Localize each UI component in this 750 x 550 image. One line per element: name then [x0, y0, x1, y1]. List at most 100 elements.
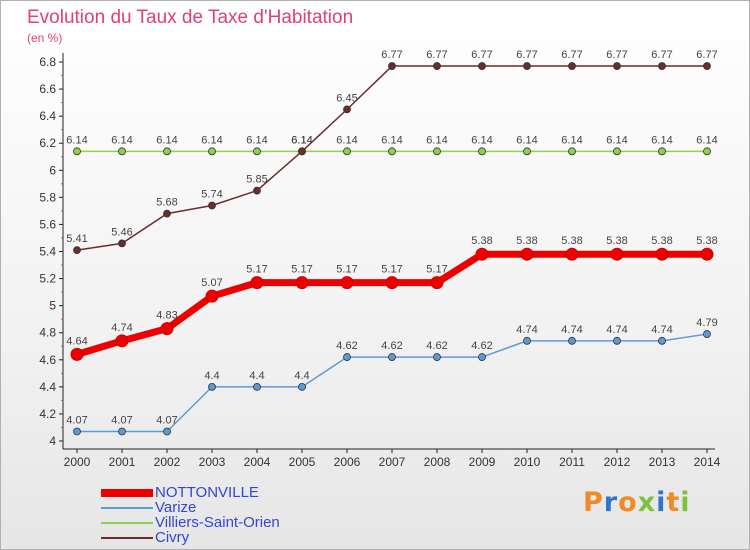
data-point — [610, 247, 624, 261]
data-label: 5.17 — [246, 264, 267, 276]
data-label: 6.77 — [471, 49, 492, 61]
data-label: 6.14 — [66, 134, 87, 146]
y-tick-label: 6.4 — [39, 109, 56, 123]
data-label: 4.62 — [426, 340, 447, 352]
x-tick-label: 2002 — [154, 455, 181, 469]
data-point — [655, 247, 669, 261]
data-label: 5.38 — [471, 235, 492, 247]
data-point — [388, 147, 396, 156]
data-label: 6.14 — [471, 134, 492, 146]
data-point — [478, 62, 486, 70]
x-tick-label: 2005 — [289, 455, 316, 469]
data-label: 4.4 — [294, 370, 309, 382]
x-tick-label: 2009 — [469, 455, 496, 469]
data-point — [568, 62, 576, 70]
proxiti-logo: Proxiti — [583, 487, 691, 518]
data-label: 5.17 — [381, 264, 402, 276]
data-label: 6.77 — [516, 49, 537, 61]
data-label: 6.14 — [381, 134, 402, 146]
data-point — [388, 62, 396, 70]
unit-label: (en %) — [27, 31, 63, 45]
data-point — [613, 147, 621, 156]
x-tick-label: 2003 — [199, 455, 226, 469]
data-point — [520, 247, 534, 261]
data-label: 4.64 — [66, 335, 87, 347]
logo-letter: i — [680, 487, 691, 518]
data-point — [343, 105, 351, 114]
data-point — [613, 336, 621, 345]
y-tick-label: 5.8 — [39, 190, 56, 204]
x-tick-label: 2000 — [64, 455, 91, 469]
data-point — [703, 330, 711, 338]
data-point — [658, 336, 666, 345]
data-label: 6.77 — [606, 49, 627, 61]
data-point — [568, 147, 576, 156]
data-point — [73, 246, 81, 255]
data-label: 4.07 — [66, 415, 87, 427]
y-tick-label: 5.2 — [39, 272, 56, 286]
data-label: 6.14 — [336, 134, 357, 146]
data-label: 5.38 — [561, 235, 582, 247]
data-label: 6.77 — [381, 49, 402, 61]
data-point — [700, 247, 714, 261]
data-labels: 6.14 6.14 6.14 6.14 6.14 6.14 6.14 6.14 6.14 6.14… — [66, 49, 717, 426]
data-label: 4.4 — [204, 370, 219, 382]
logo-letter: P — [583, 487, 604, 518]
data-point — [703, 147, 711, 156]
data-point — [205, 289, 219, 303]
data-label: 4.74 — [516, 324, 537, 336]
data-point — [703, 62, 711, 70]
x-tick-label: 2014 — [694, 455, 721, 469]
series-layer — [70, 62, 714, 436]
data-label: 4.74 — [651, 324, 672, 336]
series-varize — [73, 330, 711, 436]
data-label: 6.14 — [111, 134, 132, 146]
data-point — [208, 201, 216, 210]
legend-label: Villiers-Saint-Orien — [155, 514, 280, 531]
x-tick-label: 2011 — [559, 455, 585, 469]
y-tick-label: 6.2 — [39, 136, 56, 150]
data-label: 6.77 — [426, 49, 447, 61]
data-point — [160, 322, 174, 336]
data-point — [658, 147, 666, 156]
y-tick-label: 4 — [49, 434, 56, 448]
data-label: 6.14 — [561, 134, 582, 146]
x-tick-label: 2012 — [604, 455, 631, 469]
data-label: 6.77 — [561, 49, 582, 61]
data-point — [523, 147, 531, 156]
axes: 4 4.2 4.4 4.6 4.8 5 5.2 5.4 5.6 5.8 6 6.2 6.4 6.6 6.8 2… — [39, 53, 721, 469]
legend-swatch — [101, 537, 153, 539]
data-label: 5.17 — [291, 264, 312, 276]
data-point — [523, 336, 531, 345]
data-label: 6.14 — [201, 134, 222, 146]
x-tick-label: 2008 — [424, 455, 451, 469]
data-label: 5.46 — [111, 226, 132, 238]
data-label: 6.14 — [156, 134, 177, 146]
data-label: 4.74 — [606, 324, 627, 336]
y-tick-label: 4.6 — [39, 353, 56, 367]
data-label: 4.07 — [156, 415, 177, 427]
legend-label: NOTTONVILLE — [155, 484, 259, 501]
data-label: 5.17 — [426, 264, 447, 276]
data-label: 4.62 — [336, 340, 357, 352]
data-point — [475, 247, 489, 261]
data-point — [433, 147, 441, 156]
data-point — [70, 347, 84, 361]
data-label: 6.14 — [516, 134, 537, 146]
data-label: 6.14 — [696, 134, 717, 146]
data-point — [298, 147, 306, 156]
data-label: 5.85 — [246, 174, 267, 186]
data-point — [250, 276, 264, 290]
data-label: 5.74 — [201, 188, 222, 200]
data-label: 6.14 — [291, 134, 312, 146]
x-tick-label: 2013 — [649, 455, 676, 469]
data-label: 4.74 — [111, 322, 132, 334]
data-label: 6.77 — [651, 49, 672, 61]
x-tick-label: 2010 — [514, 455, 541, 469]
data-point — [343, 147, 351, 156]
y-tick-label: 5.6 — [39, 217, 56, 231]
y-tick-label: 4.8 — [39, 326, 56, 340]
y-tick-label: 4.2 — [39, 407, 56, 421]
data-label: 5.17 — [336, 264, 357, 276]
